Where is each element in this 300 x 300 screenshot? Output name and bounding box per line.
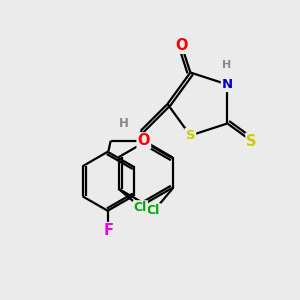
Text: N: N bbox=[222, 78, 233, 91]
Text: O: O bbox=[175, 38, 188, 53]
Text: O: O bbox=[138, 133, 150, 148]
Text: H: H bbox=[118, 117, 128, 130]
Text: Cl: Cl bbox=[147, 204, 160, 217]
Text: F: F bbox=[103, 223, 113, 238]
Text: H: H bbox=[222, 60, 232, 70]
Text: S: S bbox=[246, 134, 257, 148]
Text: Cl: Cl bbox=[134, 201, 147, 214]
Text: S: S bbox=[186, 129, 195, 142]
